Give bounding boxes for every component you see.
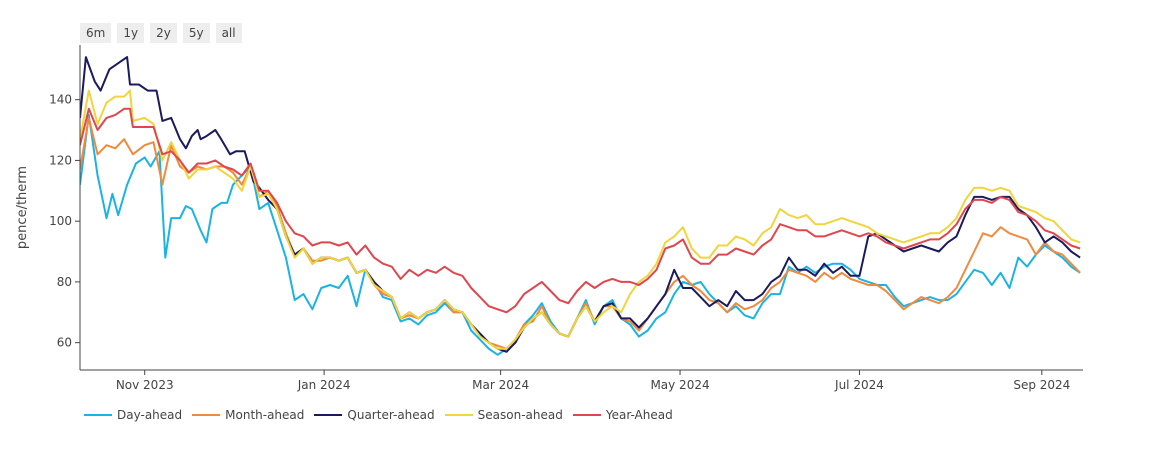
x-tick-label: Jan 2024 xyxy=(297,378,351,392)
legend-swatch xyxy=(572,414,601,416)
range-button-1y[interactable]: 1y xyxy=(117,23,145,43)
plot-area xyxy=(80,56,1081,356)
y-tick-label: 60 xyxy=(57,336,72,350)
legend-item-day-ahead[interactable]: Day-ahead xyxy=(84,408,182,422)
series-line-quarter-ahead[interactable] xyxy=(80,56,1081,353)
legend-label: Day-ahead xyxy=(117,408,183,422)
legend-swatch xyxy=(314,414,343,416)
legend-item-quarter-ahead[interactable]: Quarter-ahead xyxy=(314,408,435,422)
range-selector: 6m 1y 2y 5y all xyxy=(80,23,242,43)
legend-label: Season-ahead xyxy=(477,408,563,422)
series-line-day-ahead[interactable] xyxy=(80,113,1081,356)
legend-item-month-ahead[interactable]: Month-ahead xyxy=(192,408,304,422)
legend-swatch xyxy=(444,414,473,416)
legend-label: Quarter-ahead xyxy=(347,408,435,422)
x-tick-label: May 2024 xyxy=(650,378,709,392)
legend-swatch xyxy=(192,414,221,416)
legend-swatch xyxy=(84,414,112,416)
range-button-2y[interactable]: 2y xyxy=(150,23,177,43)
y-tick-label: 120 xyxy=(49,153,72,167)
legend: Day-ahead Month-ahead Quarter-ahead Season-… xyxy=(84,408,673,422)
legend-item-year-ahead[interactable]: Year-Ahead xyxy=(572,408,673,422)
x-tick-label: Jul 2024 xyxy=(834,378,884,392)
series-line-year-ahead[interactable] xyxy=(80,107,1081,314)
legend-item-season-ahead[interactable]: Season-ahead xyxy=(444,408,563,422)
range-button-all[interactable]: all xyxy=(215,23,242,43)
x-tick-label: Sep 2024 xyxy=(1013,378,1070,392)
series-line-season-ahead[interactable] xyxy=(80,89,1081,350)
y-axis-title: pence/therm xyxy=(15,166,30,249)
range-button-5y[interactable]: 5y xyxy=(182,23,210,43)
x-tick-label: Mar 2024 xyxy=(472,378,529,392)
y-tick-label: 80 xyxy=(57,275,72,289)
x-tick-label: Nov 2023 xyxy=(116,378,174,392)
legend-label: Year-Ahead xyxy=(605,408,673,422)
range-button-6m[interactable]: 6m xyxy=(80,23,112,43)
axes: 60 80 100 120 140 Nov 2023 Jan 2024 Mar 2024 May… xyxy=(15,45,1083,392)
y-tick-label: 140 xyxy=(49,93,72,107)
line-chart: 60 80 100 120 140 Nov 2023 Jan 2024 Mar 2024 May… xyxy=(15,45,1083,392)
y-tick-label: 100 xyxy=(49,214,72,228)
legend-label: Month-ahead xyxy=(225,408,305,422)
